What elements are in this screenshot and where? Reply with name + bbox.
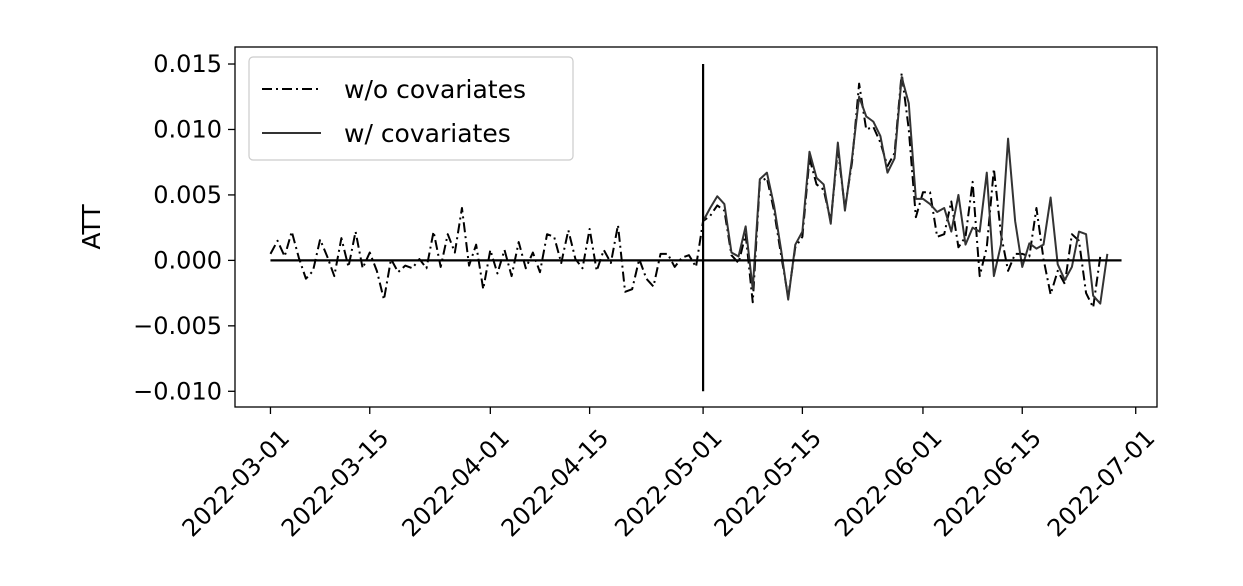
y-tick-label: −0.005 [133,312,222,340]
y-tick-label: 0.015 [153,50,222,78]
y-axis-label: ATT [77,204,106,250]
legend-label-without-covariates: w/o covariates [344,75,526,104]
legend-label-with-covariates: w/ covariates [344,119,511,148]
y-tick-label: 0.005 [153,181,222,209]
series-line-with-covariates [702,76,1109,305]
x-tick-label: 2022-07-01 [1042,424,1160,542]
x-tick-label: 2022-05-15 [709,424,827,542]
y-tick-label: 0.010 [153,115,222,143]
y-tick-label: −0.010 [133,377,222,405]
reference-lines [270,64,1122,392]
x-tick-label: 2022-04-15 [496,424,614,542]
axes-frame [234,46,1158,408]
series-layer [269,72,1109,309]
legend-box [248,56,574,161]
series-line-without-covariates [269,72,1102,309]
x-tick-label: 2022-03-15 [276,424,394,542]
x-tick-label: 2022-06-15 [929,424,1047,542]
y-tick-label: 0.000 [153,246,222,274]
y-axis: 0.015 0.010 0.005 0.000 −0.005 −0.010 [133,50,235,405]
legend: w/o covariates w/ covariates [248,56,574,161]
